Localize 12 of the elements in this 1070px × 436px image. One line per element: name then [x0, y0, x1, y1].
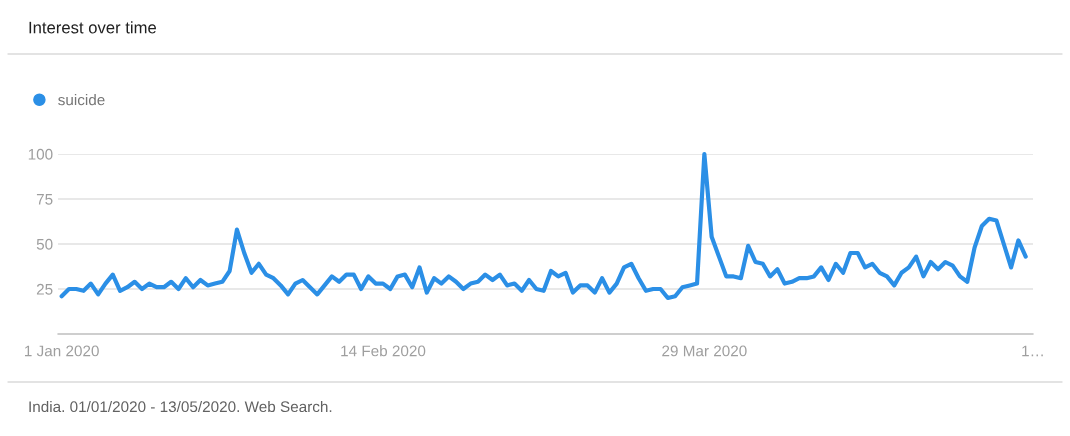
x-tick-label: 1 Jan 2020: [25, 345, 99, 357]
line-series: [59, 151, 1028, 301]
chart-title: Interest over time: [29, 21, 157, 34]
x-tick-label: 1…: [1022, 345, 1043, 357]
y-tick-label: 50: [36, 238, 53, 250]
legend-label: suicide: [58, 94, 105, 106]
y-tick-label: 25: [36, 283, 53, 295]
y-tick-label: 75: [36, 194, 53, 205]
y-tick-label: 100: [28, 148, 53, 160]
x-tick-label: 29 Mar 2020: [662, 345, 747, 357]
x-tick-label: 14 Feb 2020: [341, 345, 426, 357]
text: India. 01/01/2020 - 13/05/2020. Web Search.: [29, 400, 332, 413]
